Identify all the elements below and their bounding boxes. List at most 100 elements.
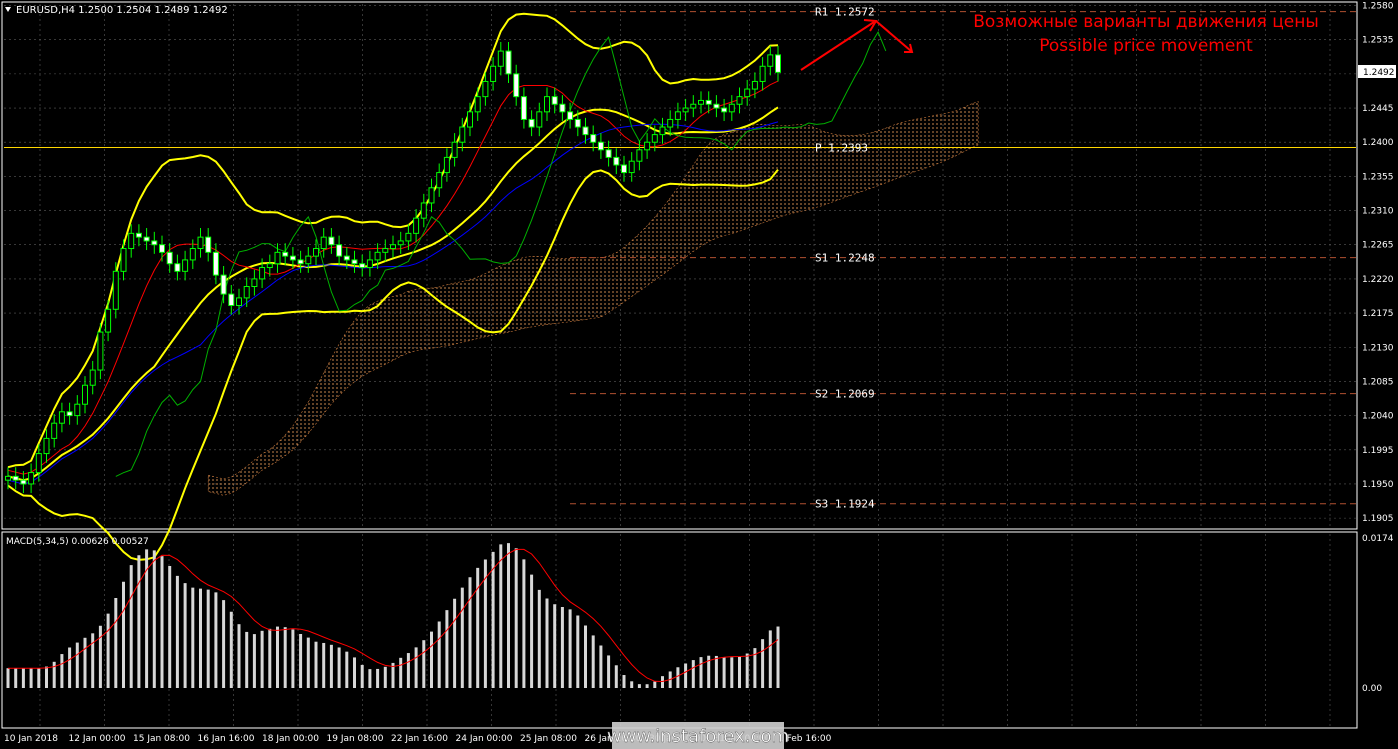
macd-label: MACD(5,34,5) 0.00626 0.00527 (6, 537, 149, 547)
candle-body (497, 50, 504, 67)
candle-body (474, 96, 481, 113)
macd-panel-frame (1, 531, 1358, 729)
candle-body (228, 293, 235, 306)
price-axis: 1.25801.25351.24901.24451.24001.23551.23… (1362, 2, 1394, 525)
candle-body (667, 118, 674, 128)
candle-body (451, 141, 458, 158)
time-tick: 25 Jan 08:00 (520, 734, 577, 744)
candle-body (313, 248, 319, 257)
candle-body (413, 217, 420, 234)
candle-body (266, 263, 273, 269)
candle-body (174, 263, 181, 272)
candle-body (112, 270, 119, 310)
candle-body (690, 103, 697, 109)
current-price-label: 1.2492 (1363, 68, 1395, 78)
candle-body (12, 475, 19, 481)
level-label-s2: S2 1.2069 (815, 388, 875, 401)
level-label-s1: S1 1.2248 (815, 252, 875, 265)
macd-tick: 0.0174 (1362, 534, 1394, 544)
time-tick: 12 Jan 00:00 (69, 734, 126, 744)
candle-body (82, 384, 88, 405)
macd-histogram: 0.0174 0.00 (6, 534, 1394, 694)
candle-body (713, 103, 720, 109)
candle-body (236, 297, 242, 306)
candle-body (636, 149, 643, 162)
candle-body (128, 232, 135, 250)
candle-body (259, 267, 266, 280)
candlesticks (5, 41, 781, 494)
candle-body (336, 244, 343, 257)
candle-body (320, 236, 327, 250)
candle-body (597, 141, 604, 151)
price-tick: 1.1905 (1362, 514, 1394, 524)
candle-body (289, 255, 296, 261)
candle-body (297, 259, 304, 265)
price-tick: 1.2130 (1362, 343, 1394, 353)
price-tick: 1.2445 (1362, 104, 1394, 114)
candle-body (366, 259, 373, 269)
candle-body (659, 126, 666, 136)
time-tick: 22 Jan 16:00 (391, 734, 448, 744)
candle-body (544, 96, 550, 113)
candle-body (97, 331, 104, 371)
macd-signal-line (8, 548, 779, 683)
watermark-box (612, 722, 784, 749)
pivot-levels: R1 1.2572 P 1.2393 S1 1.2248 S2 1.2069 S3 1.… (4, 6, 1356, 511)
bollinger-upper (7, 12, 779, 469)
current-price-tag (1358, 65, 1396, 78)
candle-body (58, 411, 65, 424)
annotation-ru: Возможные варианты движения цены (973, 12, 1319, 32)
candle-body (159, 244, 165, 253)
price-tick: 1.2355 (1362, 172, 1394, 182)
price-tick: 1.2220 (1362, 275, 1394, 285)
kumo-area (207, 101, 979, 496)
candle-body (528, 118, 535, 128)
time-tick: 15 Jan 08:00 (133, 734, 190, 744)
candle-body (89, 369, 96, 386)
bollinger-middle (7, 106, 779, 482)
bollinger-lower (7, 168, 779, 561)
candle-body (775, 54, 781, 73)
candle-body (605, 149, 612, 158)
price-tick: 1.2310 (1362, 207, 1394, 217)
candle-body (574, 118, 581, 128)
candle-body (536, 111, 543, 128)
bollinger-bands (7, 12, 779, 561)
candle-body (120, 248, 127, 272)
triangle-down-icon[interactable] (5, 7, 11, 12)
candle-body (182, 259, 189, 272)
candle-body (374, 251, 381, 261)
candle-body (405, 232, 412, 242)
candle-body (205, 236, 212, 253)
candle-body (482, 80, 489, 98)
price-tick: 1.2040 (1362, 412, 1394, 422)
candle-body (443, 156, 450, 174)
candle-body (166, 251, 173, 265)
candle-body (674, 111, 681, 120)
time-tick: 24 Jan 00:00 (456, 734, 513, 744)
candle-body (382, 248, 389, 253)
candle-body (420, 202, 427, 219)
candle-body (628, 160, 635, 174)
candle-body (5, 475, 11, 481)
candle-body (551, 96, 558, 105)
candle-body (189, 248, 196, 261)
candle-body (736, 96, 743, 105)
ichimoku-cloud (207, 101, 979, 496)
candle-body (243, 286, 250, 299)
candle-body (682, 107, 689, 113)
candle-body (582, 126, 589, 136)
candle-body (467, 111, 473, 128)
candle-body (20, 479, 27, 485)
price-tick: 1.2085 (1362, 377, 1394, 387)
candle-body (135, 232, 142, 238)
candle-body (436, 172, 443, 189)
candle-body (728, 103, 735, 113)
time-tick: 18 Jan 00:00 (262, 734, 319, 744)
candle-body (767, 54, 774, 67)
price-tick: 1.2175 (1362, 309, 1394, 319)
candle-body (328, 236, 335, 246)
candle-body (705, 99, 712, 105)
time-tick: 1 Feb 16:00 (778, 734, 832, 744)
